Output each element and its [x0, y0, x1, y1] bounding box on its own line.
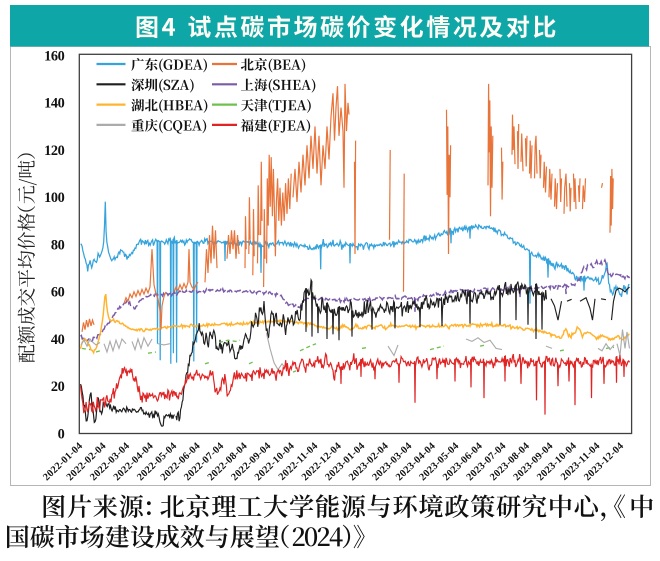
svg-text:100: 100 [44, 190, 64, 206]
svg-text:40: 40 [51, 332, 65, 348]
svg-text:140: 140 [44, 96, 64, 112]
svg-text:20: 20 [51, 379, 65, 395]
svg-text:160: 160 [44, 48, 64, 64]
svg-text:60: 60 [51, 285, 65, 301]
svg-text:80: 80 [51, 237, 65, 253]
svg-text:120: 120 [44, 143, 64, 159]
svg-text:0: 0 [58, 426, 65, 442]
